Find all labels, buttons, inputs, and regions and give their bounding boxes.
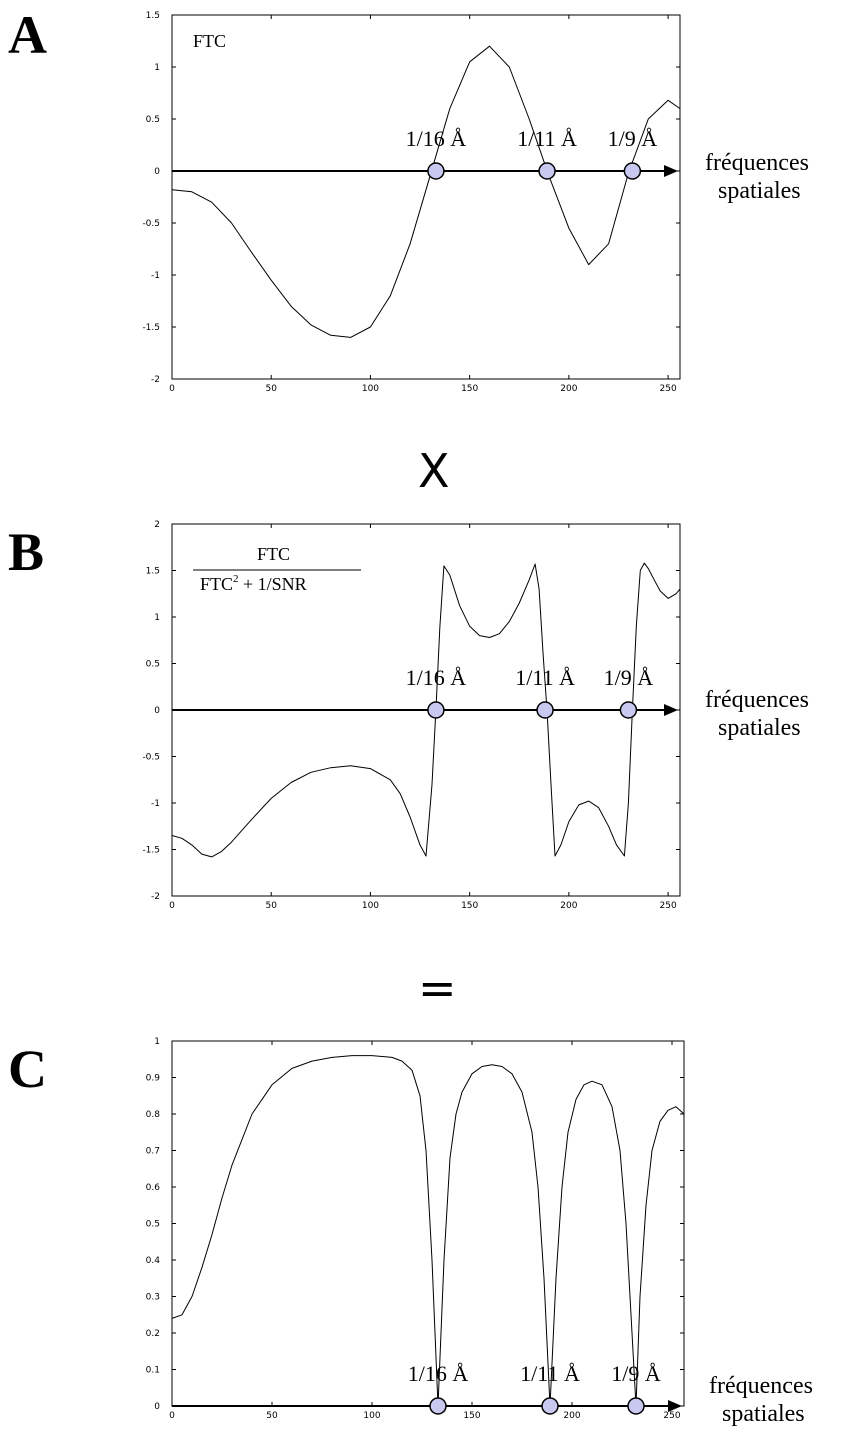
chart-b-y-tick-label: -0.5 [142, 753, 160, 763]
freq-label-line2: spatiales [718, 178, 801, 204]
chart-b-y-tick-label: 2 [154, 520, 160, 530]
chart-a-frame [171, 14, 681, 380]
chart-c: fréquences spatiales 0 50 100 150 200 250 0 0.1… [146, 1037, 813, 1427]
chart-c-curve [171, 1055, 685, 1407]
chart-b-title-den-rest: + 1/SNR [239, 574, 307, 594]
chart-a-zero-label: 1/9 Å [608, 126, 658, 151]
chart-c-y-tick-label: 0.6 [146, 1183, 161, 1193]
chart-b-x-tick-label: 200 [560, 901, 577, 911]
chart-a-x-tick-label: 250 [660, 384, 677, 394]
chart-b-zero-marker [536, 701, 554, 719]
chart-b-y-tick-label: -2 [151, 892, 160, 902]
chart-b-title-numerator: FTC [257, 544, 290, 564]
chart-b-y-tick-label: 1.5 [146, 567, 160, 577]
chart-c-x-tick-label: 150 [463, 1411, 480, 1421]
chart-a-y-tick-label: -2 [151, 375, 160, 385]
chart-a-zero-label: 1/16 Å [406, 126, 467, 151]
chart-b-x-tick-label: 0 [169, 901, 175, 911]
chart-b-y-tick-label: 1 [154, 613, 160, 623]
chart-b-x-tick-label: 150 [461, 901, 478, 911]
chart-b-x-tick-label: 250 [660, 901, 677, 911]
chart-c-y-tick-label: 0.8 [146, 1110, 161, 1120]
chart-c-zero-label: 1/16 Å [408, 1361, 469, 1386]
chart-b-title-denominator: FTC2 + 1/SNR [200, 573, 307, 594]
chart-c-x-tick-label: 200 [563, 1411, 580, 1421]
chart-b-zero-label: 1/9 Å [604, 665, 654, 690]
chart-a-x-tick-label: 200 [560, 384, 577, 394]
panel-letter-a: A [8, 5, 47, 65]
chart-a-axis-arrowhead [664, 165, 678, 177]
chart-a-x-tick-label: 150 [461, 384, 478, 394]
chart-a-zero-label: 1/11 Å [517, 126, 577, 151]
chart-c-zero-label: 1/11 Å [520, 1361, 580, 1386]
chart-a-y-tick-label: 0.5 [146, 115, 160, 125]
chart-c-y-tick-label: 0 [154, 1402, 160, 1412]
chart-b-zero-label: 1/11 Å [515, 665, 575, 690]
chart-b-curve [171, 562, 681, 858]
chart-a-zero-marker [427, 162, 445, 180]
chart-b-x-tick-label: 50 [265, 901, 277, 911]
freq-label-line1: fréquences [705, 150, 809, 176]
chart-a-x-tick-label: 100 [362, 384, 379, 394]
freq-label-line2: spatiales [722, 1401, 805, 1427]
panel-letter-c: C [8, 1039, 47, 1099]
chart-c-y-tick-label: 0.3 [146, 1293, 160, 1303]
chart-b-y-tick-label: -1 [151, 799, 160, 809]
chart-b-x-tick-label: 100 [362, 901, 379, 911]
chart-b-zero-marker [619, 701, 638, 719]
chart-c-y-tick-label: 0.7 [146, 1147, 160, 1157]
chart-a-y-tick-label: 0 [154, 167, 160, 177]
chart-a: FTC fréquences spatiales 0 50 100 150 200 250… [142, 11, 809, 394]
chart-b-title-den-sup: 2 [233, 573, 239, 585]
chart-a-y-tick-label: -1.5 [142, 323, 160, 333]
chart-c-y-tick-label: 0.5 [146, 1220, 160, 1230]
chart-c-y-tick-label: 0.9 [146, 1074, 161, 1084]
chart-c-y-tick-label: 0.2 [146, 1329, 160, 1339]
chart-b-y-tick-label: -1.5 [142, 846, 160, 856]
chart-a-y-tick-label: 1 [154, 63, 160, 73]
chart-c-y-tick-label: 1 [154, 1037, 160, 1047]
chart-c-zero-marker [541, 1397, 559, 1415]
chart-a-zero-marker [538, 162, 556, 180]
chart-a-title: FTC [193, 31, 226, 51]
panel-letter-b: B [8, 522, 45, 582]
chart-c-x-tick-label: 50 [266, 1411, 278, 1421]
chart-c-x-tick-label: 0 [169, 1411, 175, 1421]
chart-a-y-tick-label: 1.5 [146, 11, 160, 21]
freq-label-line1: fréquences [705, 687, 809, 713]
chart-c-zero-marker [429, 1397, 447, 1415]
chart-c-y-tick-label: 0.1 [146, 1366, 160, 1376]
chart-c-y-tick-label: 0.4 [146, 1256, 161, 1266]
chart-b-axis-arrowhead [664, 704, 678, 716]
equals-operator: = [418, 961, 457, 1015]
freq-label-line2: spatiales [718, 715, 801, 741]
chart-c-zero-marker [627, 1397, 645, 1415]
chart-b-title-den-base: FTC [200, 574, 233, 594]
chart-a-y-tick-label: -1 [151, 271, 160, 281]
chart-a-x-tick-label: 50 [265, 384, 277, 394]
chart-b-y-tick-label: 0 [154, 706, 160, 716]
chart-a-x-tick-label: 0 [169, 384, 175, 394]
times-operator: X [418, 444, 450, 498]
chart-c-x-tick-label: 250 [663, 1411, 680, 1421]
chart-b-y-tick-label: 0.5 [146, 660, 160, 670]
chart-b-zero-label: 1/16 Å [406, 665, 467, 690]
freq-label-line1: fréquences [709, 1373, 813, 1399]
chart-c-x-tick-label: 100 [363, 1411, 380, 1421]
chart-c-axis-arrowhead [668, 1400, 682, 1412]
chart-b-zero-marker [427, 701, 445, 719]
chart-c-zero-label: 1/9 Å [611, 1361, 661, 1386]
chart-a-y-tick-label: -0.5 [142, 219, 160, 229]
chart-a-zero-marker [623, 162, 642, 180]
